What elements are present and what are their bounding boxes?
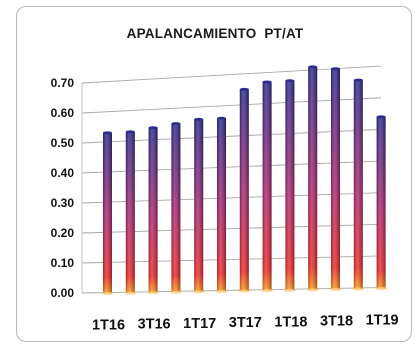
y-tick-label: 0.50 bbox=[51, 136, 75, 150]
bar-shading bbox=[376, 116, 386, 289]
bar-shading bbox=[239, 89, 249, 292]
x-tick-label: 3T18 bbox=[320, 313, 353, 329]
bar bbox=[215, 116, 228, 294]
bar-base bbox=[215, 289, 228, 294]
bar-cap bbox=[103, 131, 112, 135]
x-tick-label: 1T19 bbox=[366, 313, 399, 329]
bar bbox=[329, 67, 342, 292]
bar-cap bbox=[171, 122, 181, 125]
y-tick-label: 0.60 bbox=[51, 106, 75, 120]
bar bbox=[283, 79, 296, 292]
bar-cap bbox=[308, 65, 318, 69]
bar-shading bbox=[285, 80, 295, 291]
bar-cap bbox=[239, 87, 249, 91]
bar bbox=[101, 131, 114, 296]
y-tick-label: 0.00 bbox=[51, 286, 75, 300]
bar-base bbox=[283, 288, 296, 292]
bar-shading bbox=[148, 127, 158, 293]
bar-base bbox=[192, 290, 205, 294]
bar-base bbox=[306, 288, 319, 292]
bar bbox=[124, 130, 137, 295]
bar-cap bbox=[353, 78, 363, 82]
bar bbox=[375, 115, 388, 291]
bar-cap bbox=[376, 115, 386, 119]
bar bbox=[352, 78, 365, 291]
bar-cap bbox=[262, 80, 272, 84]
bar-base bbox=[101, 291, 114, 296]
x-tick-label: 1T17 bbox=[183, 316, 216, 332]
bar-cap bbox=[194, 117, 204, 121]
x-tick-label: 1T16 bbox=[92, 318, 125, 334]
x-tick-label: 3T17 bbox=[229, 315, 262, 331]
y-tick-label: 0.20 bbox=[51, 226, 75, 240]
bar-shading bbox=[262, 81, 272, 291]
x-axis-ticks: 1T16 3T16 1T17 3T17 1T18 3T18 1T19 bbox=[92, 313, 399, 334]
bar-base bbox=[329, 287, 342, 292]
bar bbox=[238, 87, 251, 293]
bar bbox=[147, 126, 160, 295]
bar-base bbox=[261, 289, 274, 293]
bar-base bbox=[375, 287, 388, 291]
y-axis-ticks: 0.00 0.10 0.20 0.30 0.40 0.50 0.60 0.70 bbox=[51, 76, 75, 300]
bar-shading bbox=[353, 79, 363, 290]
bar-shading bbox=[331, 68, 340, 290]
bar-shading bbox=[125, 131, 135, 294]
x-tick-label: 3T16 bbox=[138, 317, 171, 333]
bar bbox=[192, 117, 205, 294]
bar-cap bbox=[285, 79, 295, 82]
bar-base bbox=[147, 291, 160, 295]
bar-cap bbox=[125, 130, 135, 134]
bar-base bbox=[238, 289, 251, 293]
y-tick-label: 0.40 bbox=[51, 166, 75, 180]
bar-shading bbox=[308, 66, 318, 290]
y-tick-label: 0.10 bbox=[51, 256, 75, 270]
bar bbox=[261, 80, 274, 293]
bar-base bbox=[124, 291, 137, 295]
y-tick-label: 0.70 bbox=[51, 76, 75, 90]
x-tick-label: 1T18 bbox=[274, 314, 307, 330]
bar-base bbox=[352, 287, 365, 291]
bar-cap bbox=[148, 126, 158, 130]
bars bbox=[101, 65, 388, 296]
bar-cap bbox=[217, 116, 226, 120]
bar-shading bbox=[103, 132, 112, 294]
bar-shading bbox=[217, 118, 226, 292]
bar-shading bbox=[171, 123, 181, 293]
bar bbox=[306, 65, 319, 292]
bar-base bbox=[169, 290, 182, 294]
y-tick-label: 0.30 bbox=[51, 196, 75, 210]
bar-shading bbox=[194, 119, 204, 292]
bar bbox=[169, 122, 182, 294]
bar-cap bbox=[331, 67, 340, 71]
chart-title: APALANCAMIENTO PT/AT bbox=[126, 26, 304, 41]
